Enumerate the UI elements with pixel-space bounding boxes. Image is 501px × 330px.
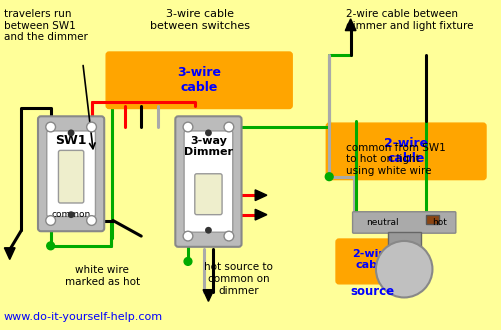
FancyBboxPatch shape [194, 174, 221, 215]
Circle shape [68, 211, 74, 218]
Polygon shape [255, 190, 267, 201]
Circle shape [68, 129, 74, 136]
Text: 3-wire
cable: 3-wire cable [177, 66, 221, 94]
Text: hot source to
common on
dimmer: hot source to common on dimmer [204, 262, 273, 296]
FancyBboxPatch shape [106, 52, 292, 109]
Circle shape [204, 227, 211, 234]
Circle shape [325, 173, 333, 181]
FancyBboxPatch shape [58, 150, 84, 203]
Circle shape [183, 122, 192, 132]
Text: source: source [349, 285, 393, 298]
FancyBboxPatch shape [184, 131, 232, 232]
FancyBboxPatch shape [175, 116, 241, 247]
Text: SW1: SW1 [55, 134, 87, 147]
Text: common: common [52, 210, 91, 219]
Text: 2-wire
cable: 2-wire cable [383, 137, 427, 165]
FancyBboxPatch shape [335, 239, 407, 284]
FancyBboxPatch shape [326, 123, 485, 180]
Circle shape [47, 242, 55, 250]
Text: 3-way
Dimmer: 3-way Dimmer [183, 136, 232, 157]
Circle shape [204, 129, 211, 136]
FancyBboxPatch shape [47, 131, 95, 216]
Text: hot: hot [431, 218, 446, 227]
Text: 2-wire
cable: 2-wire cable [352, 249, 391, 270]
Circle shape [223, 231, 233, 241]
FancyBboxPatch shape [352, 212, 455, 233]
Text: travelers run
between SW1
and the dimmer: travelers run between SW1 and the dimmer [4, 9, 88, 42]
Polygon shape [345, 19, 355, 31]
Ellipse shape [375, 241, 431, 297]
Circle shape [184, 257, 191, 265]
Circle shape [87, 215, 96, 225]
FancyBboxPatch shape [38, 116, 104, 231]
Text: 3-wire cable
between switches: 3-wire cable between switches [149, 9, 249, 31]
Polygon shape [203, 290, 213, 301]
Circle shape [46, 122, 56, 132]
Text: www.do-it-yourself-help.com: www.do-it-yourself-help.com [4, 312, 163, 322]
Circle shape [183, 231, 192, 241]
Text: white wire
marked as hot: white wire marked as hot [65, 265, 140, 287]
Bar [425, 215, 438, 224]
Circle shape [46, 215, 56, 225]
Text: neutral: neutral [366, 218, 398, 227]
Circle shape [87, 122, 96, 132]
Polygon shape [255, 209, 267, 220]
Circle shape [223, 122, 233, 132]
Bar [387, 232, 420, 248]
Polygon shape [5, 248, 15, 259]
Text: 2-wire cable between
dimmer and light fixture: 2-wire cable between dimmer and light fi… [345, 9, 472, 31]
Text: common from SW1
to hot on light
using white wire: common from SW1 to hot on light using wh… [345, 143, 444, 176]
